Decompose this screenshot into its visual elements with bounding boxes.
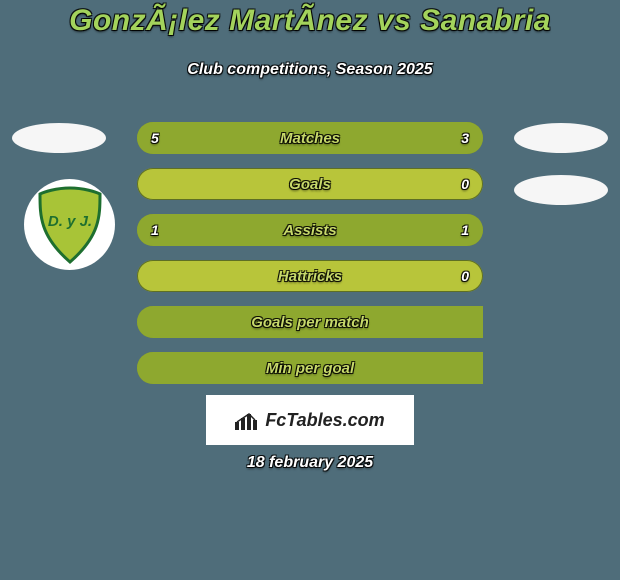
stat-row: Min per goal [137,352,483,384]
stat-row: Matches5 3 [137,122,483,154]
stat-label: Assists [137,214,483,246]
value-right: 0 [461,168,469,200]
value-right: 3 [461,122,469,154]
player-left-club-crest: D. y J. [24,179,115,270]
comparison-card: GonzÃ¡lez MartÃ­nez vs Sanabria Club com… [0,0,620,580]
stat-row: Assists1 1 [137,214,483,246]
value-left: 5 [151,122,159,154]
stat-label: Hattricks [137,260,483,292]
page-title: GonzÃ¡lez MartÃ­nez vs Sanabria [0,4,620,38]
badge-label: FcTables.com [265,410,384,431]
stat-label: Min per goal [137,352,483,384]
value-left: 1 [151,214,159,246]
crest-text: D. y J. [47,213,91,230]
player-right-club-placeholder [514,175,608,205]
stat-label: Matches [137,122,483,154]
chart-icon [235,410,259,430]
stat-row: Hattricks0 [137,260,483,292]
stat-row: Goals per match [137,306,483,338]
player-right-flag-placeholder [514,123,608,153]
club-crest-icon: D. y J. [36,186,104,264]
value-right: 0 [461,260,469,292]
stat-row: Goals0 [137,168,483,200]
subtitle: Club competitions, Season 2025 [0,61,620,79]
date-text: 18 february 2025 [0,454,620,472]
player-left-flag-placeholder [12,123,106,153]
stat-label: Goals [137,168,483,200]
fctables-badge[interactable]: FcTables.com [206,395,414,445]
stat-label: Goals per match [137,306,483,338]
stat-rows: Matches53Goals0Assists11Hattricks0Goals … [137,122,483,384]
value-right: 1 [461,214,469,246]
